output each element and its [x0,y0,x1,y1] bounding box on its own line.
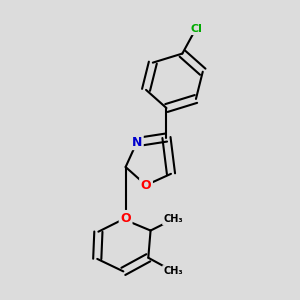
Text: CH₃: CH₃ [164,214,183,224]
Text: O: O [141,179,151,192]
Text: CH₃: CH₃ [164,266,183,276]
Text: Cl: Cl [190,24,202,34]
Text: N: N [132,136,142,148]
Text: O: O [120,212,131,225]
